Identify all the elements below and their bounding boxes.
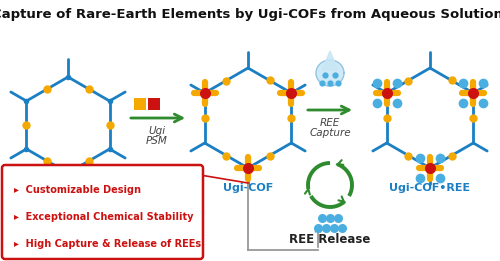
Text: imine-COF: imine-COF — [36, 188, 100, 198]
Text: REE: REE — [320, 118, 340, 128]
Text: ▸  Exceptional Chemical Stability: ▸ Exceptional Chemical Stability — [14, 212, 194, 222]
Text: Ugi-COF: Ugi-COF — [223, 183, 273, 193]
Text: Capture: Capture — [309, 128, 351, 138]
Polygon shape — [316, 60, 344, 86]
Text: REE Release: REE Release — [290, 233, 370, 246]
Text: Ugi-COF•REE: Ugi-COF•REE — [390, 183, 470, 193]
Text: ▸  High Capture & Release of REEs: ▸ High Capture & Release of REEs — [14, 239, 201, 249]
Polygon shape — [322, 51, 338, 70]
FancyBboxPatch shape — [2, 165, 203, 259]
Text: Capture of Rare-Earth Elements by Ugi-COFs from Aqueous Solution:: Capture of Rare-Earth Elements by Ugi-CO… — [0, 8, 500, 21]
Text: PSM: PSM — [146, 136, 168, 146]
Text: Ugi: Ugi — [148, 126, 166, 136]
Text: ▸  Customizable Design: ▸ Customizable Design — [14, 185, 141, 195]
